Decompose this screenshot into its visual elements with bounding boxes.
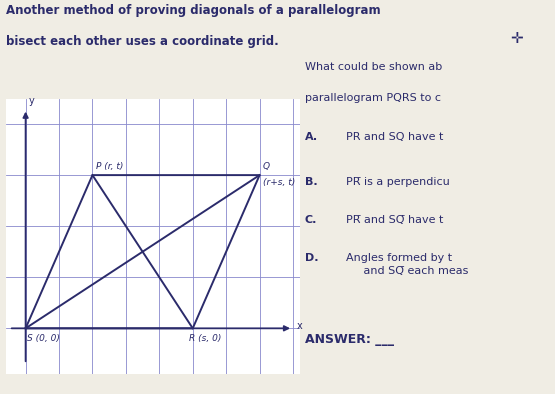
Text: PR̅ is a perpendicu: PR̅ is a perpendicu (346, 177, 450, 187)
Text: Angles formed by t
     and SQ̅ each meas: Angles formed by t and SQ̅ each meas (346, 253, 468, 276)
Text: R (s, 0): R (s, 0) (189, 335, 222, 344)
Text: C.: C. (305, 215, 317, 225)
Text: PR and SQ have t: PR and SQ have t (346, 132, 443, 141)
Text: P (r, t): P (r, t) (96, 162, 123, 171)
Text: (r+s, t): (r+s, t) (263, 178, 295, 187)
Text: A.: A. (305, 132, 318, 141)
Text: S (0, 0): S (0, 0) (27, 335, 60, 344)
Text: x: x (296, 321, 302, 331)
Text: ANSWER: ___: ANSWER: ___ (305, 333, 394, 346)
Text: D.: D. (305, 253, 319, 263)
Text: y: y (28, 96, 34, 106)
Text: parallelogram PQRS to c: parallelogram PQRS to c (305, 93, 441, 104)
Text: What could be shown ab: What could be shown ab (305, 62, 442, 72)
Text: Q: Q (263, 162, 270, 171)
Text: B.: B. (305, 177, 317, 187)
Text: Another method of proving diagonals of a parallelogram: Another method of proving diagonals of a… (6, 4, 380, 17)
Text: ✛: ✛ (511, 31, 523, 46)
Text: PR̅ and SQ̅ have t: PR̅ and SQ̅ have t (346, 215, 443, 225)
Text: bisect each other uses a coordinate grid.: bisect each other uses a coordinate grid… (6, 35, 278, 48)
